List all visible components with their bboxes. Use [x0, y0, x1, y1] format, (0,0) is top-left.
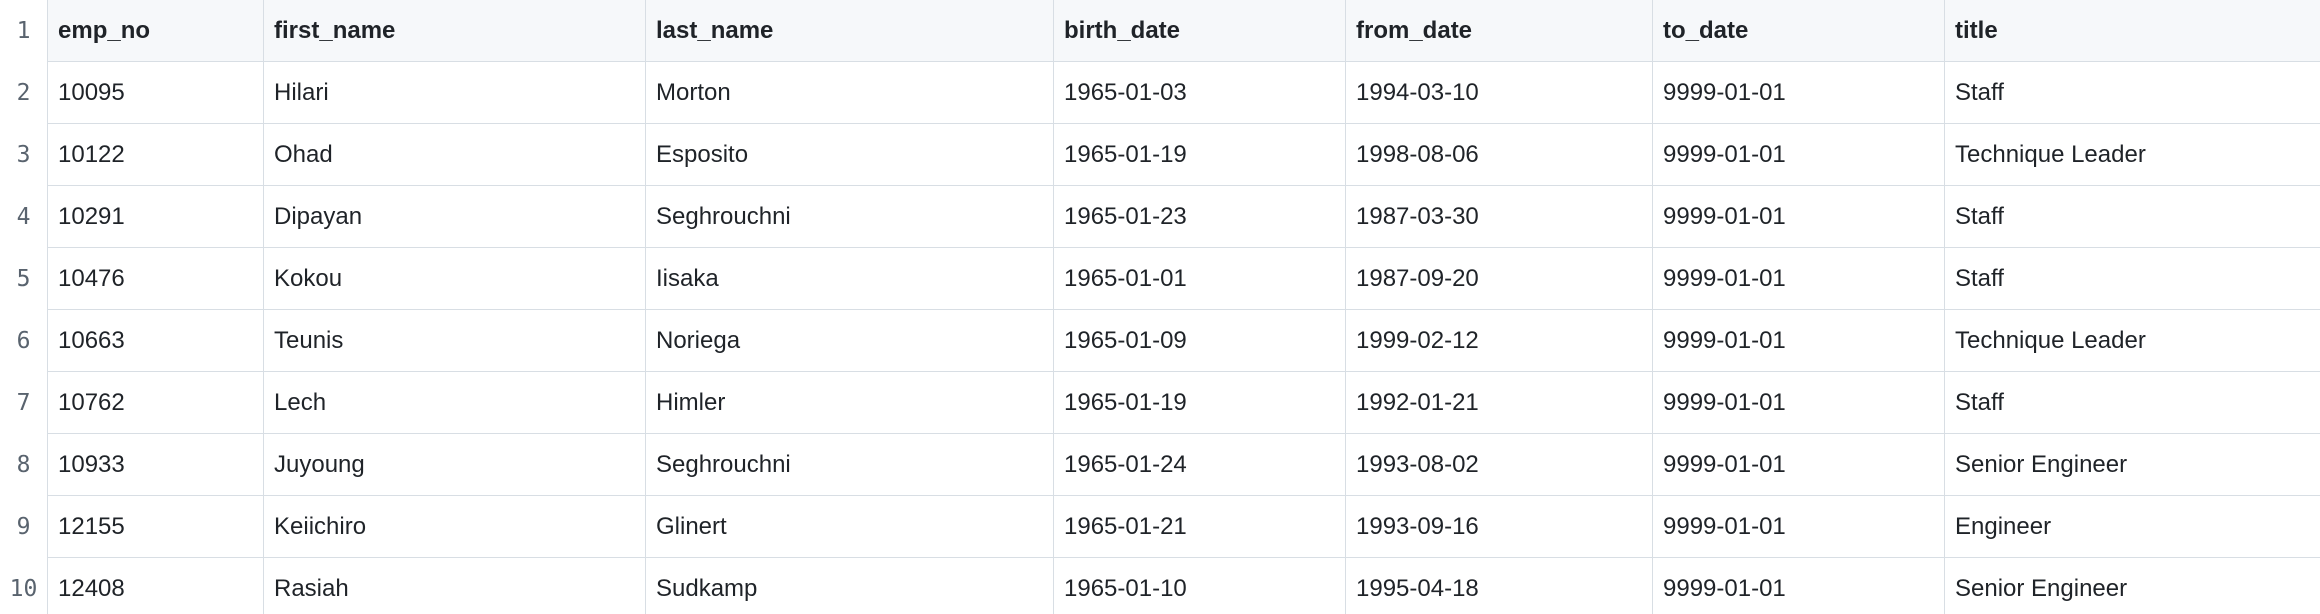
- cell-first-name: Dipayan: [264, 186, 646, 248]
- column-header-emp-no[interactable]: emp_no: [48, 0, 264, 62]
- cell-title: Technique Leader: [1945, 124, 2320, 186]
- cell-from-date: 1992-01-21: [1346, 372, 1653, 434]
- line-number[interactable]: 10: [0, 558, 48, 614]
- table-row[interactable]: 8 10933 Juyoung Seghrouchni 1965-01-24 1993-0…: [0, 434, 2320, 496]
- cell-first-name: Rasiah: [264, 558, 646, 614]
- cell-to-date: 9999-01-01: [1653, 310, 1945, 372]
- cell-from-date: 1999-02-12: [1346, 310, 1653, 372]
- cell-first-name: Teunis: [264, 310, 646, 372]
- cell-to-date: 9999-01-01: [1653, 124, 1945, 186]
- cell-last-name: Himler: [646, 372, 1054, 434]
- cell-to-date: 9999-01-01: [1653, 496, 1945, 558]
- cell-to-date: 9999-01-01: [1653, 372, 1945, 434]
- line-number: 1: [0, 0, 48, 62]
- cell-birth-date: 1965-01-23: [1054, 186, 1346, 248]
- line-number[interactable]: 7: [0, 372, 48, 434]
- table-row[interactable]: 9 12155 Keiichiro Glinert 1965-01-21 1993-09-…: [0, 496, 2320, 558]
- cell-from-date: 1987-03-30: [1346, 186, 1653, 248]
- cell-from-date: 1987-09-20: [1346, 248, 1653, 310]
- cell-to-date: 9999-01-01: [1653, 186, 1945, 248]
- cell-last-name: Glinert: [646, 496, 1054, 558]
- cell-emp-no: 10933: [48, 434, 264, 496]
- table-row[interactable]: 7 10762 Lech Himler 1965-01-19 1992-01-21 9999…: [0, 372, 2320, 434]
- line-number[interactable]: 6: [0, 310, 48, 372]
- cell-to-date: 9999-01-01: [1653, 62, 1945, 124]
- cell-title: Staff: [1945, 186, 2320, 248]
- cell-from-date: 1993-09-16: [1346, 496, 1653, 558]
- cell-first-name: Hilari: [264, 62, 646, 124]
- cell-title: Staff: [1945, 62, 2320, 124]
- cell-from-date: 1994-03-10: [1346, 62, 1653, 124]
- cell-title: Senior Engineer: [1945, 558, 2320, 614]
- cell-birth-date: 1965-01-09: [1054, 310, 1346, 372]
- cell-emp-no: 12155: [48, 496, 264, 558]
- cell-emp-no: 10291: [48, 186, 264, 248]
- column-header-birth-date[interactable]: birth_date: [1054, 0, 1346, 62]
- cell-title: Staff: [1945, 248, 2320, 310]
- cell-emp-no: 10095: [48, 62, 264, 124]
- cell-title: Senior Engineer: [1945, 434, 2320, 496]
- cell-birth-date: 1965-01-10: [1054, 558, 1346, 614]
- cell-birth-date: 1965-01-24: [1054, 434, 1346, 496]
- cell-birth-date: 1965-01-21: [1054, 496, 1346, 558]
- table-row[interactable]: 6 10663 Teunis Noriega 1965-01-09 1999-02-12 9…: [0, 310, 2320, 372]
- column-header-title[interactable]: title: [1945, 0, 2320, 62]
- table-row[interactable]: 3 10122 Ohad Esposito 1965-01-19 1998-08-06 99…: [0, 124, 2320, 186]
- cell-to-date: 9999-01-01: [1653, 248, 1945, 310]
- column-header-last-name[interactable]: last_name: [646, 0, 1054, 62]
- cell-from-date: 1998-08-06: [1346, 124, 1653, 186]
- line-number[interactable]: 3: [0, 124, 48, 186]
- line-number[interactable]: 8: [0, 434, 48, 496]
- cell-title: Technique Leader: [1945, 310, 2320, 372]
- cell-first-name: Kokou: [264, 248, 646, 310]
- cell-title: Staff: [1945, 372, 2320, 434]
- cell-birth-date: 1965-01-01: [1054, 248, 1346, 310]
- column-header-to-date[interactable]: to_date: [1653, 0, 1945, 62]
- cell-last-name: Seghrouchni: [646, 186, 1054, 248]
- cell-to-date: 9999-01-01: [1653, 434, 1945, 496]
- line-number[interactable]: 2: [0, 62, 48, 124]
- table-row[interactable]: 5 10476 Kokou Iisaka 1965-01-01 1987-09-20 999…: [0, 248, 2320, 310]
- cell-emp-no: 12408: [48, 558, 264, 614]
- cell-last-name: Esposito: [646, 124, 1054, 186]
- cell-birth-date: 1965-01-19: [1054, 372, 1346, 434]
- cell-last-name: Noriega: [646, 310, 1054, 372]
- cell-last-name: Iisaka: [646, 248, 1054, 310]
- cell-first-name: Ohad: [264, 124, 646, 186]
- cell-to-date: 9999-01-01: [1653, 558, 1945, 614]
- cell-from-date: 1995-04-18: [1346, 558, 1653, 614]
- cell-emp-no: 10122: [48, 124, 264, 186]
- cell-from-date: 1993-08-02: [1346, 434, 1653, 496]
- cell-emp-no: 10663: [48, 310, 264, 372]
- cell-birth-date: 1965-01-03: [1054, 62, 1346, 124]
- line-number[interactable]: 4: [0, 186, 48, 248]
- table-row[interactable]: 4 10291 Dipayan Seghrouchni 1965-01-23 1987-0…: [0, 186, 2320, 248]
- line-number[interactable]: 9: [0, 496, 48, 558]
- cell-first-name: Keiichiro: [264, 496, 646, 558]
- table-header-row: 1 emp_no first_name last_name birth_date…: [0, 0, 2320, 62]
- table-row[interactable]: 2 10095 Hilari Morton 1965-01-03 1994-03-10 99…: [0, 62, 2320, 124]
- column-header-first-name[interactable]: first_name: [264, 0, 646, 62]
- cell-first-name: Lech: [264, 372, 646, 434]
- table-row[interactable]: 10 12408 Rasiah Sudkamp 1965-01-10 1995-04-18…: [0, 558, 2320, 614]
- cell-last-name: Sudkamp: [646, 558, 1054, 614]
- line-number[interactable]: 5: [0, 248, 48, 310]
- column-header-from-date[interactable]: from_date: [1346, 0, 1653, 62]
- cell-emp-no: 10476: [48, 248, 264, 310]
- cell-last-name: Seghrouchni: [646, 434, 1054, 496]
- cell-emp-no: 10762: [48, 372, 264, 434]
- cell-last-name: Morton: [646, 62, 1054, 124]
- cell-first-name: Juyoung: [264, 434, 646, 496]
- cell-birth-date: 1965-01-19: [1054, 124, 1346, 186]
- cell-title: Engineer: [1945, 496, 2320, 558]
